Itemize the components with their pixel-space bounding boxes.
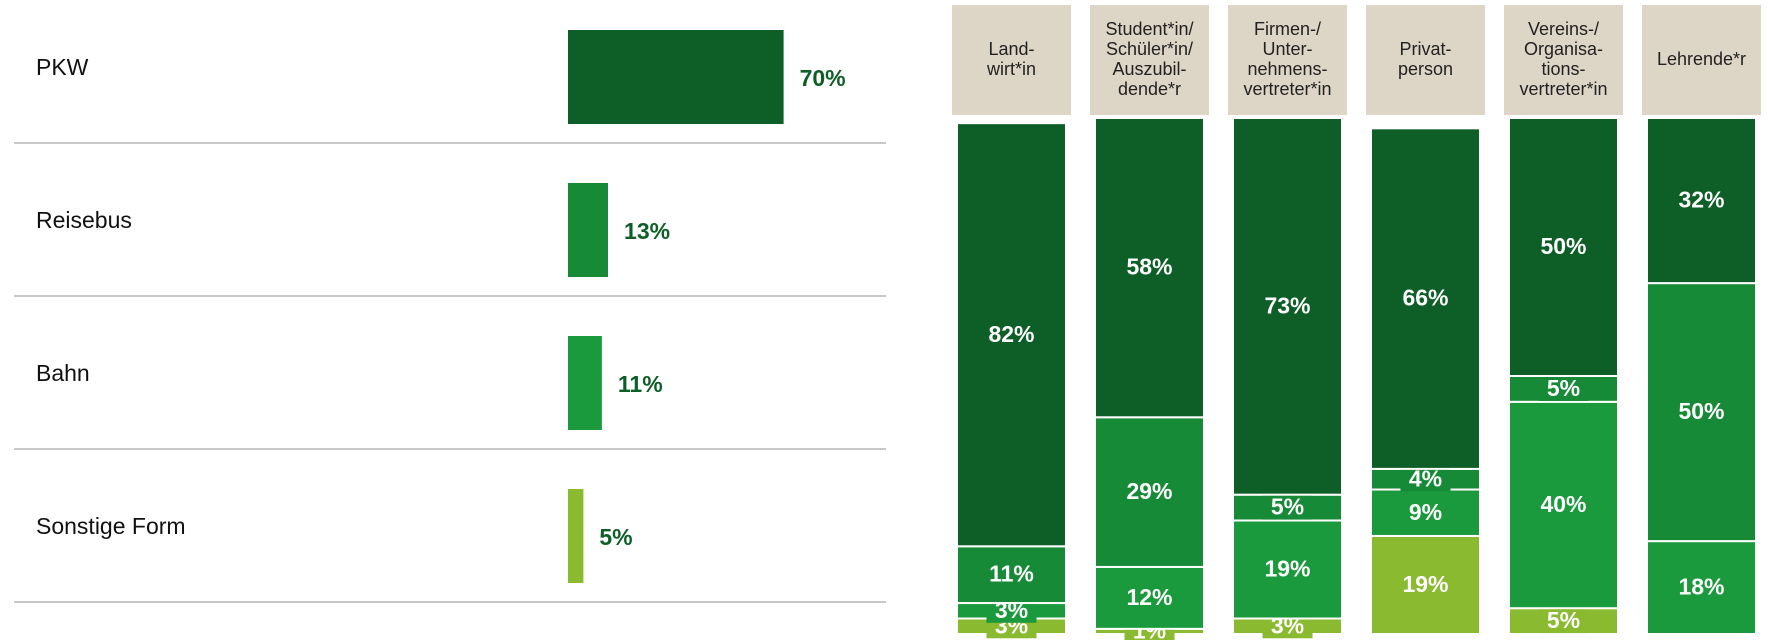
header-box: [1228, 5, 1347, 115]
value-label: 66%: [1402, 285, 1448, 311]
value-label: 29%: [1126, 478, 1172, 504]
column-header: Land-wirt*in: [986, 39, 1036, 79]
header-box: [1366, 5, 1485, 115]
value-label: 18%: [1678, 574, 1724, 600]
segment: [1508, 117, 1619, 377]
header-box: [1504, 5, 1623, 115]
segment: [1094, 416, 1205, 568]
value-label: 58%: [1126, 254, 1172, 280]
value-label: 32%: [1678, 187, 1724, 213]
segment: [1094, 565, 1205, 630]
value-label: 50%: [1678, 398, 1724, 424]
header-line: Student*in/: [1105, 19, 1193, 39]
segment: [1232, 117, 1343, 496]
value-label: 5%: [1547, 375, 1580, 401]
segment: [1094, 117, 1205, 419]
header-line: nehmens-: [1247, 59, 1327, 79]
header-box: [952, 5, 1071, 115]
column-header: Privat-person: [1398, 39, 1453, 79]
bar: [568, 336, 602, 430]
header-line: wirt*in: [986, 59, 1036, 79]
value-label: 13%: [624, 218, 670, 244]
segment: [1370, 534, 1481, 636]
bar: [568, 183, 609, 277]
value-label: 12%: [1126, 584, 1172, 610]
segment: [1370, 488, 1481, 537]
label-box: [1538, 609, 1589, 634]
header-line: Lehrende*r: [1657, 49, 1746, 69]
header-line: vertreter*in: [1243, 79, 1331, 99]
value-label: 40%: [1540, 491, 1586, 517]
header-line: Organisa-: [1524, 39, 1603, 59]
header-line: vertreter*in: [1519, 79, 1607, 99]
header-box: [1642, 5, 1761, 115]
value-label: 70%: [800, 65, 846, 91]
label-box: [1538, 376, 1589, 401]
category-label: Bahn: [36, 360, 90, 386]
value-label: 11%: [618, 371, 663, 397]
bar: [568, 489, 584, 583]
column-header: Firmen-/Unter-nehmens-vertreter*in: [1243, 19, 1331, 99]
category-label: Sonstige Form: [36, 513, 186, 539]
header-line: Auszubil-: [1112, 59, 1186, 79]
value-label: 5%: [1547, 607, 1580, 633]
value-label: 19%: [1402, 571, 1448, 597]
segment: [1508, 400, 1619, 610]
value-label: 19%: [1264, 556, 1310, 582]
segment: [1646, 282, 1757, 543]
value-label: 82%: [988, 321, 1034, 347]
segment: [1646, 117, 1757, 285]
value-label: 73%: [1264, 292, 1310, 318]
header-line: dende*r: [1118, 79, 1181, 99]
header-line: tions-: [1541, 59, 1585, 79]
segment: [1232, 519, 1343, 620]
segment: [1370, 127, 1481, 470]
category-label: Reisebus: [36, 207, 132, 233]
label-box: [1400, 467, 1451, 492]
header-line: Schüler*in/: [1106, 39, 1193, 59]
header-line: Unter-: [1262, 39, 1312, 59]
header-box: [1090, 5, 1209, 115]
header-line: Firmen-/: [1254, 19, 1321, 39]
bar: [568, 30, 784, 124]
segment: [956, 122, 1067, 548]
column-header: Student*in/Schüler*in/Auszubil-dende*r: [1105, 19, 1193, 99]
value-label: 5%: [599, 524, 632, 550]
header-line: Vereins-/: [1528, 19, 1599, 39]
category-label: PKW: [36, 54, 89, 80]
header-line: person: [1398, 59, 1453, 79]
column-header: Vereins-/Organisa-tions-vertreter*in: [1519, 19, 1607, 99]
value-label: 11%: [989, 561, 1034, 587]
value-label: 9%: [1409, 499, 1442, 525]
header-line: Land-: [988, 39, 1034, 59]
value-label: 5%: [1271, 494, 1304, 520]
value-label: 50%: [1540, 233, 1586, 259]
header-line: Privat-: [1399, 39, 1451, 59]
label-box: [1262, 495, 1313, 520]
column-header: Lehrende*r: [1657, 49, 1746, 69]
